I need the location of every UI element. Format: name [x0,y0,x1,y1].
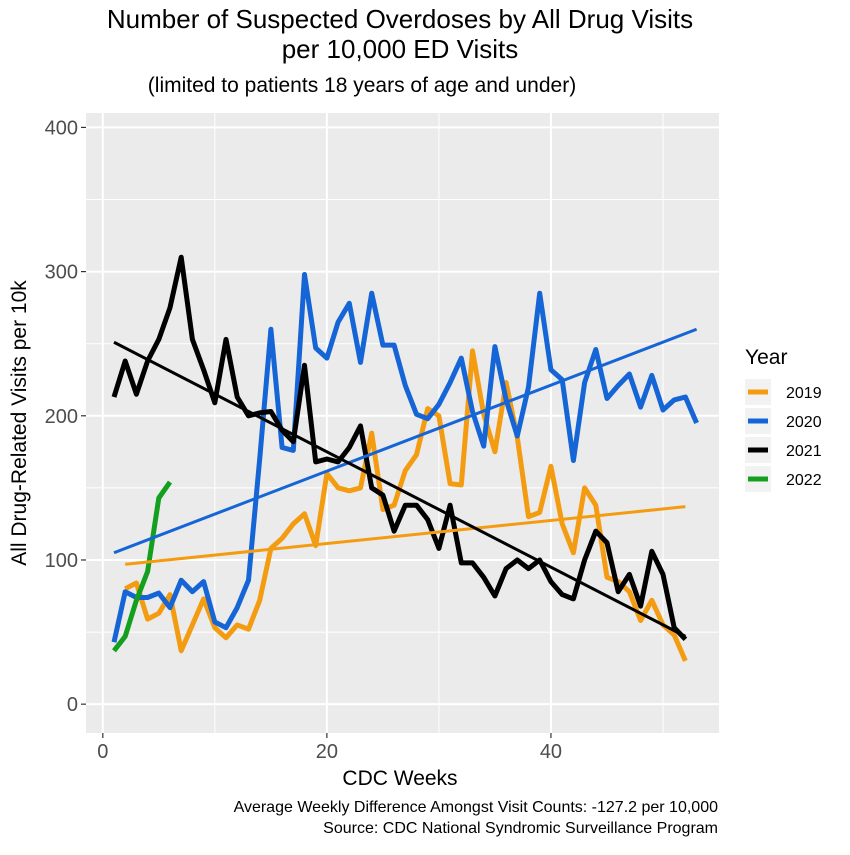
y-tick-label: 0 [67,694,78,716]
legend: 2019 2020 2021 2022 [745,379,822,492]
x-tick-label: 20 [316,741,338,763]
trend-lines [113,327,698,638]
trend-line-2019 [125,505,686,566]
chart-title-line1: Number of Suspected Overdoses by All Dru… [107,4,693,34]
series-lines [111,254,699,662]
trend-line-2020 [113,327,698,555]
y-tick-label: 200 [45,406,78,428]
legend-label-2020: 2020 [786,414,822,431]
series-line-2019 [124,348,688,662]
y-tick-label: 100 [45,550,78,572]
legend-label-2021: 2021 [786,443,822,460]
caption-difference: Average Weekly Difference Amongst Visit … [234,799,719,816]
y-axis: 0 100 200 300 400 [45,117,86,716]
series-line-2021 [111,254,688,642]
chart-subtitle: (limited to patients 18 years of age and… [148,74,576,97]
legend-title: Year [745,346,787,369]
legend-label-2022: 2022 [786,472,822,489]
y-tick-label: 400 [45,117,78,139]
trend-line-2021 [113,340,687,638]
y-axis-title: All Drug-Related Visits per 10k [8,280,31,566]
x-tick-label: 0 [97,741,108,763]
x-axis-title: CDC Weeks [342,767,457,790]
legend-label-2019: 2019 [786,385,822,402]
series-line-2022 [112,480,173,653]
x-tick-label: 40 [540,741,562,763]
y-tick-label: 300 [45,262,78,284]
caption-source: Source: CDC National Syndromic Surveilla… [323,820,718,837]
chart-title-line2: per 10,000 ED Visits [282,34,519,64]
x-axis: 0 20 40 [97,733,562,763]
